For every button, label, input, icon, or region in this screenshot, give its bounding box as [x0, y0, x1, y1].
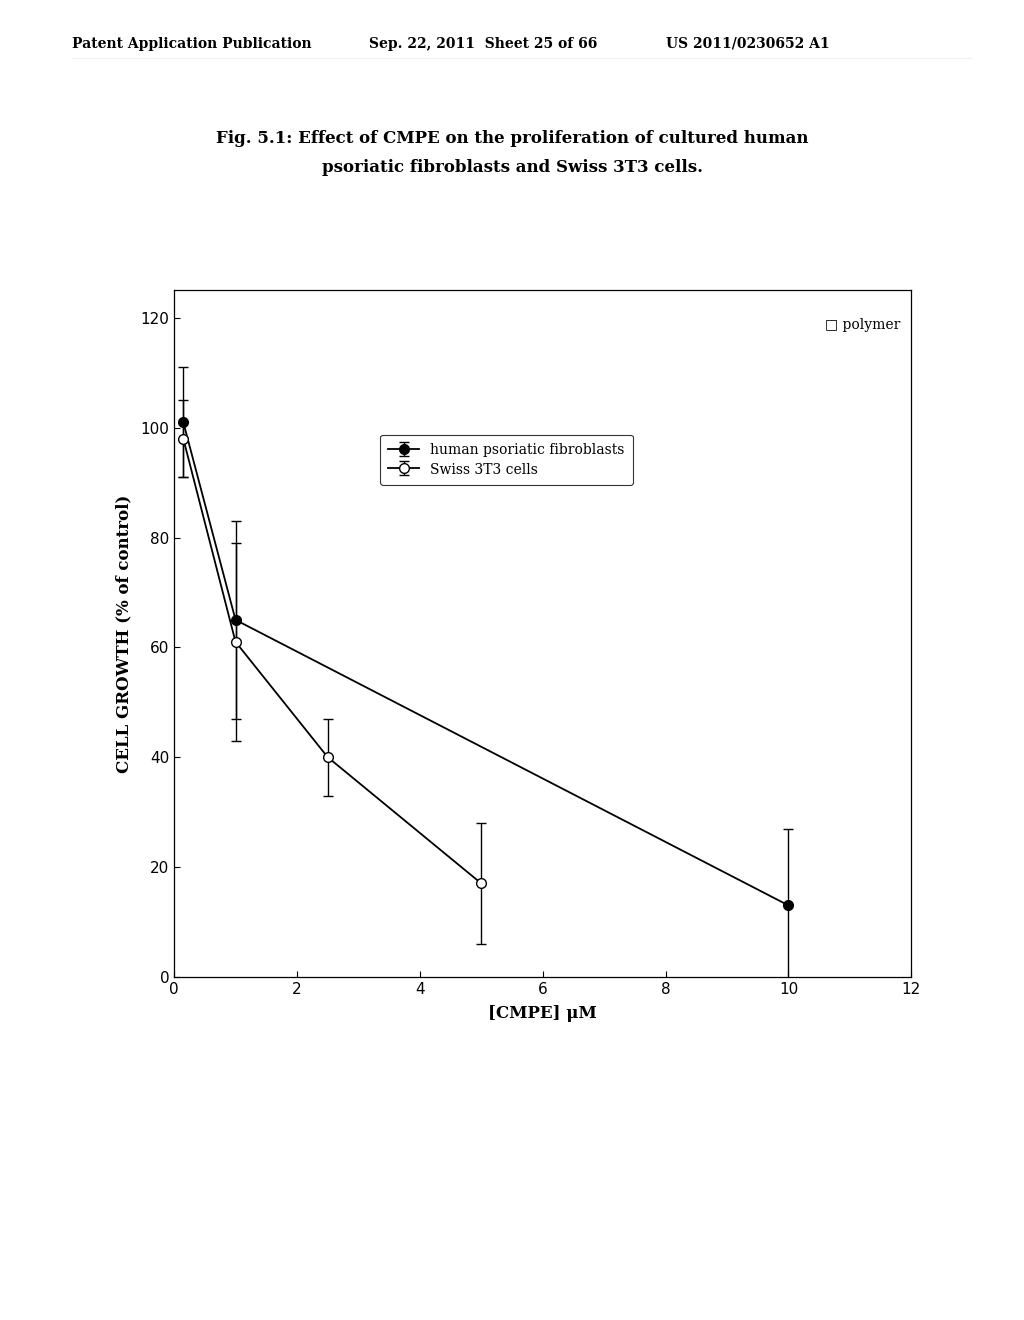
Y-axis label: CELL GROWTH (% of control): CELL GROWTH (% of control): [115, 495, 132, 772]
Text: Patent Application Publication: Patent Application Publication: [72, 37, 311, 51]
Text: Sep. 22, 2011  Sheet 25 of 66: Sep. 22, 2011 Sheet 25 of 66: [369, 37, 597, 51]
Text: □ polymer: □ polymer: [825, 318, 900, 331]
Text: psoriatic fibroblasts and Swiss 3T3 cells.: psoriatic fibroblasts and Swiss 3T3 cell…: [322, 160, 702, 176]
Legend: human psoriatic fibroblasts, Swiss 3T3 cells: human psoriatic fibroblasts, Swiss 3T3 c…: [380, 434, 633, 484]
Text: US 2011/0230652 A1: US 2011/0230652 A1: [666, 37, 829, 51]
Text: Fig. 5.1: Effect of CMPE on the proliferation of cultured human: Fig. 5.1: Effect of CMPE on the prolifer…: [216, 131, 808, 147]
X-axis label: [CMPE] μM: [CMPE] μM: [488, 1005, 597, 1022]
